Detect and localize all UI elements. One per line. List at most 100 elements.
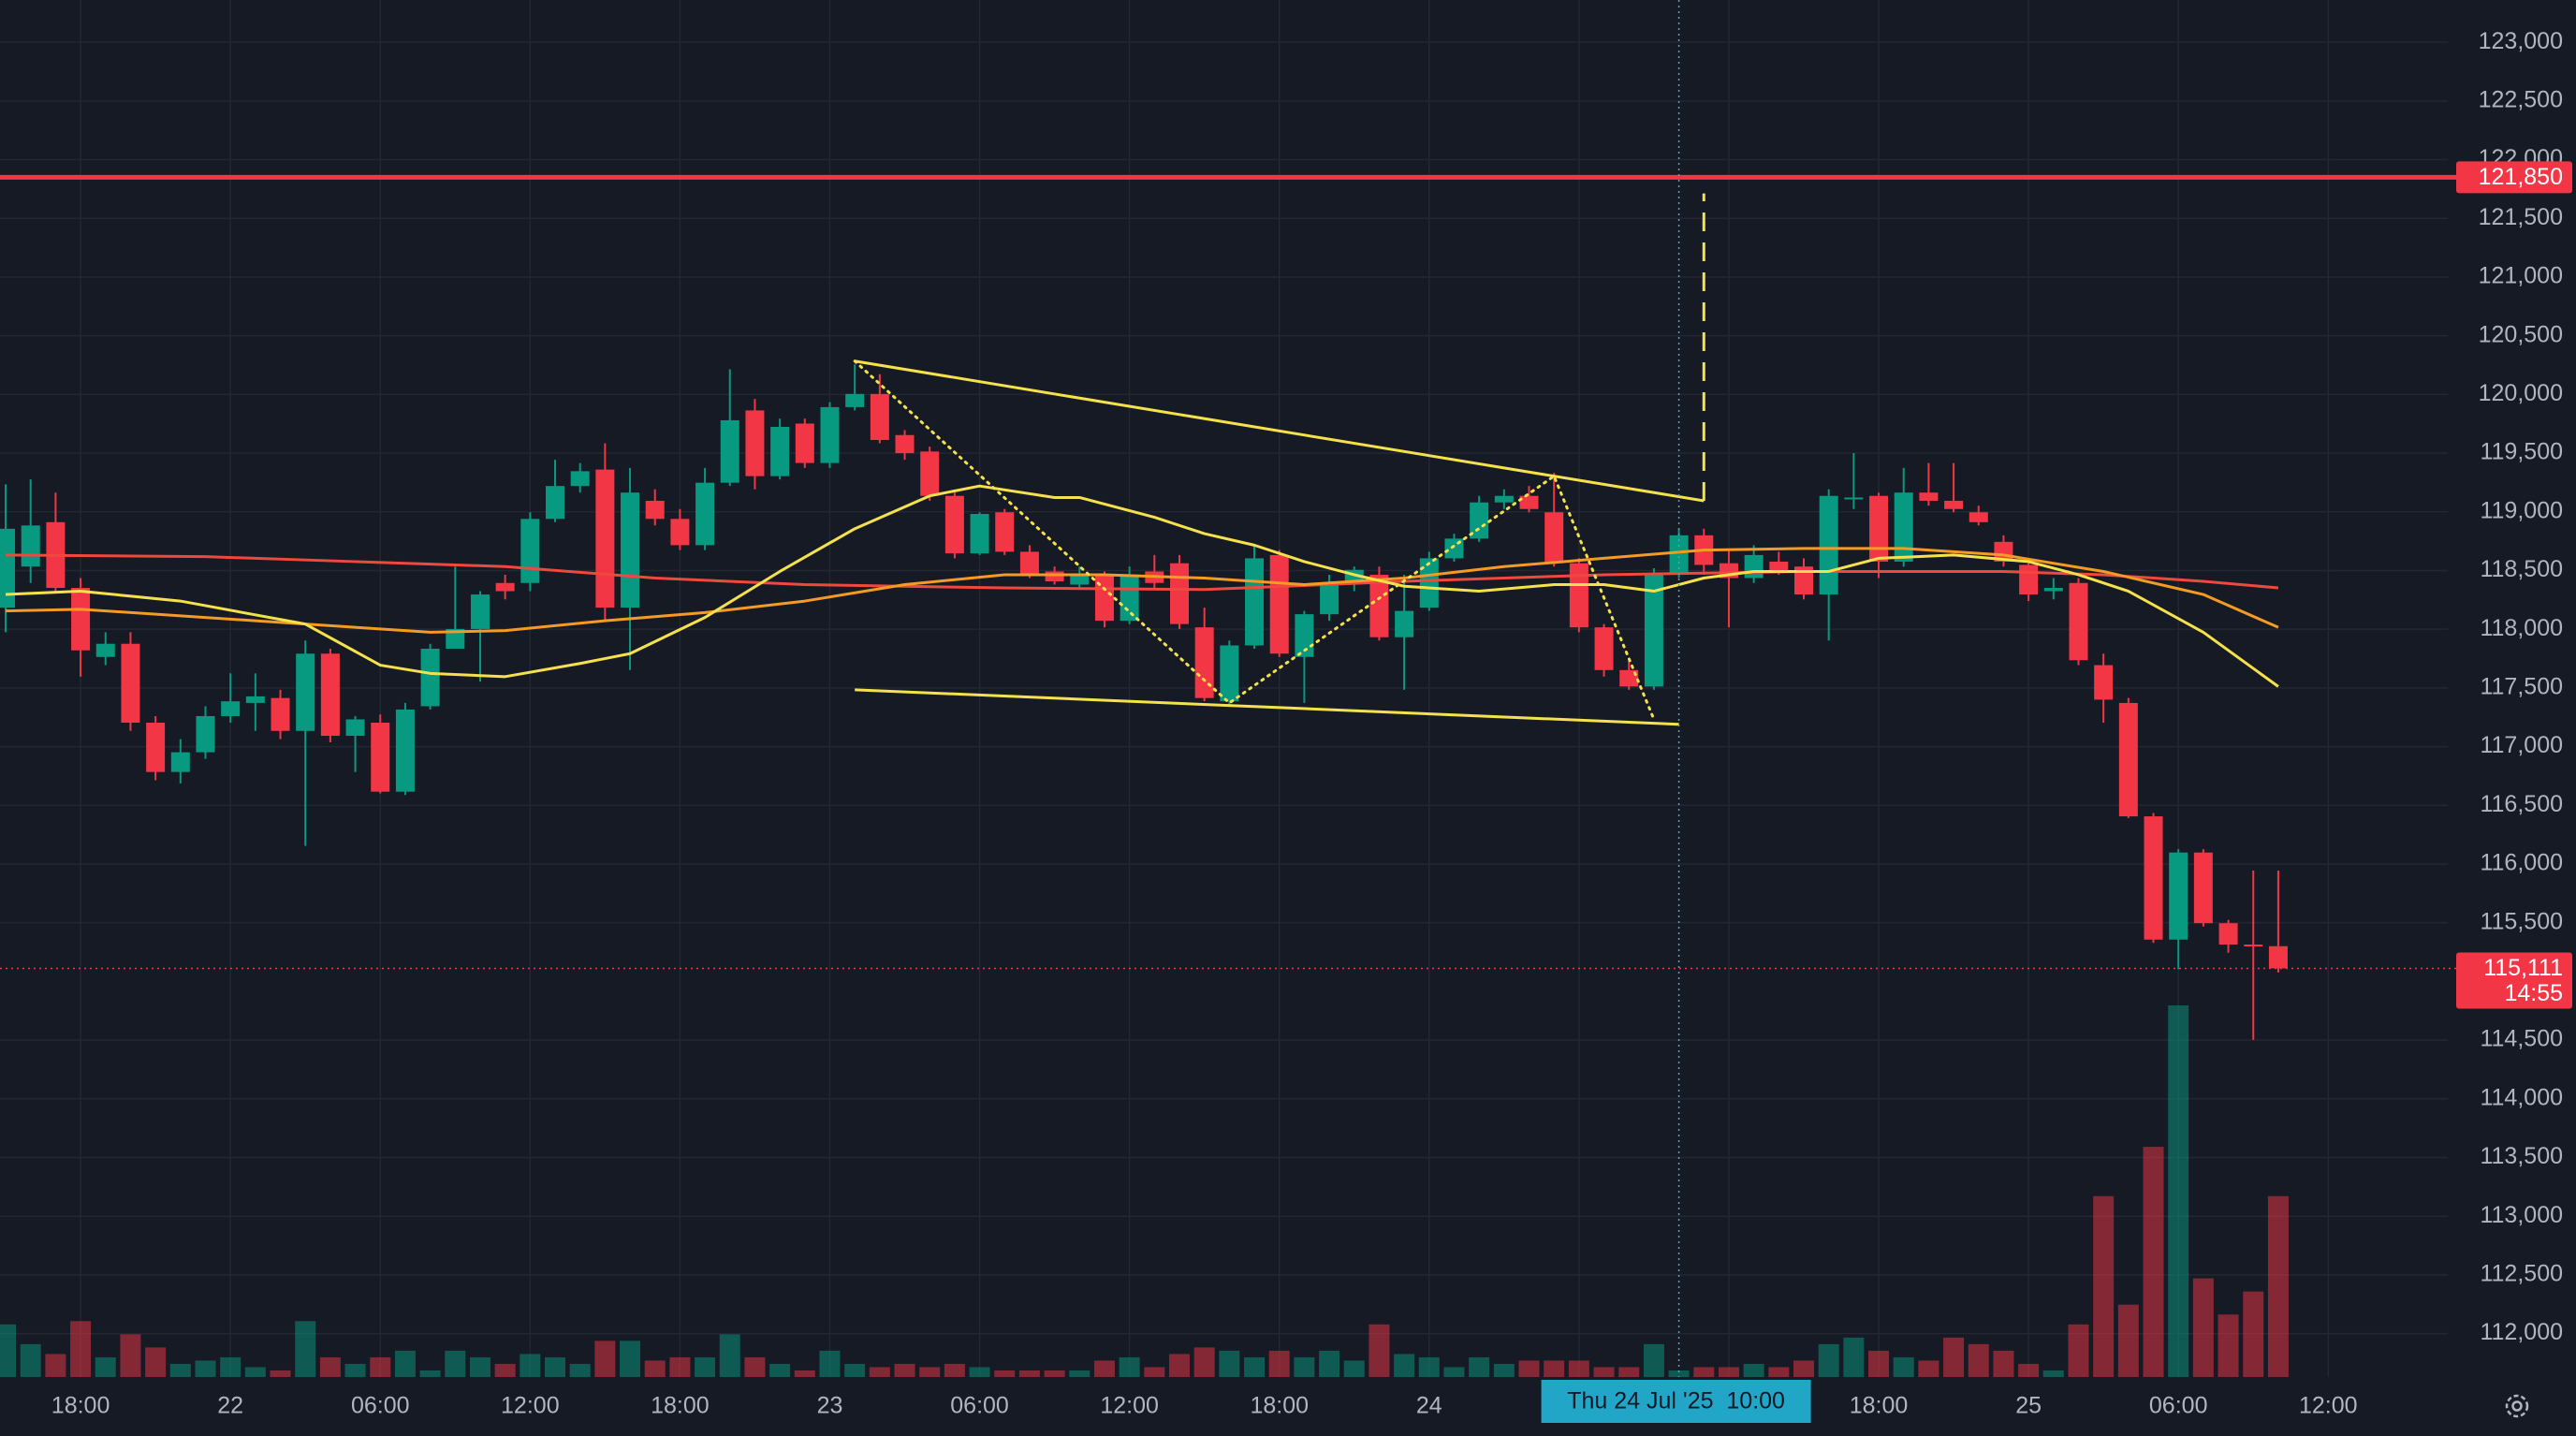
x-tick-label: 18:00 [651, 1393, 710, 1419]
crosshair-label: Thu 24 Jul '25 10:00 [1567, 1388, 1785, 1414]
y-tick-label: 117,500 [2480, 673, 2563, 699]
y-tick-label: 114,000 [2480, 1084, 2563, 1110]
candle-body [944, 495, 964, 554]
x-tick-label: 18:00 [51, 1393, 110, 1419]
settings-icon[interactable] [2505, 1394, 2529, 1418]
candle-body [196, 715, 215, 753]
crosshair-label-box [1541, 1380, 1811, 1423]
candle-body [795, 423, 814, 463]
volume-bar [844, 1363, 866, 1377]
volume-bar [1319, 1350, 1340, 1377]
candle-body [1944, 500, 1964, 509]
candle-body [245, 696, 265, 703]
volume-bar [1169, 1354, 1190, 1377]
volume-bar [669, 1356, 691, 1377]
countdown-label: 14:55 [2504, 980, 2563, 1006]
x-tick-label: 22 [217, 1393, 243, 1419]
volume-bar [1793, 1360, 1814, 1377]
candle-body [320, 653, 340, 737]
candle-body [1395, 610, 1414, 637]
volume-bar [744, 1356, 766, 1377]
y-tick-label: 112,000 [2480, 1319, 2563, 1345]
candle-body [1170, 563, 1189, 624]
volume-bar [894, 1363, 915, 1377]
candle-body [1569, 563, 1588, 628]
x-tick-label: 12:00 [2299, 1393, 2358, 1419]
volume-bar [1993, 1350, 2014, 1377]
candle-body [470, 594, 490, 629]
volume-bar [1568, 1360, 1589, 1377]
candle-body [520, 519, 540, 583]
volume-bar [994, 1370, 1016, 1377]
candle-body [2169, 852, 2188, 940]
candle-body [645, 500, 665, 520]
volume-bar [1593, 1367, 1615, 1377]
volume-bar [319, 1356, 341, 1377]
volume-bar [2042, 1370, 2064, 1377]
candle-body [1544, 512, 1564, 564]
volume-bar [1643, 1343, 1664, 1377]
volume-bar [520, 1354, 541, 1377]
candle-body [1494, 495, 1514, 503]
candle-body [21, 525, 40, 567]
volume-bar [1343, 1360, 1365, 1377]
volume-bar [445, 1350, 466, 1377]
volume-bar [1843, 1337, 1865, 1377]
volume-bar [120, 1334, 141, 1377]
candle-body [770, 426, 790, 476]
volume-bar [1918, 1360, 1939, 1377]
moving-average [6, 547, 2279, 634]
candle-body [1869, 495, 1889, 562]
volume-bar [1718, 1367, 1739, 1377]
volume-bar [295, 1321, 316, 1377]
volume-bar [45, 1354, 66, 1377]
candle-body [1969, 512, 1988, 522]
candle-body [1045, 571, 1064, 582]
candle-body [920, 451, 940, 496]
y-tick-label: 113,000 [2480, 1202, 2563, 1228]
volume-bar [70, 1321, 92, 1377]
volume-bar [370, 1356, 391, 1377]
candle-body [2069, 582, 2088, 661]
candle-body [895, 434, 915, 454]
volume-bar [1893, 1356, 1914, 1377]
level-label-box [2456, 161, 2572, 194]
volume-bar [1219, 1350, 1240, 1377]
volume-bar [545, 1356, 565, 1377]
candle-body [1094, 574, 1114, 622]
volume-bar [2068, 1324, 2089, 1377]
y-tick-label: 113,500 [2480, 1143, 2563, 1169]
volume-bar [20, 1343, 41, 1377]
candle-body [296, 653, 315, 731]
x-tick-label: 12:00 [501, 1393, 560, 1419]
candle-body [1519, 495, 1539, 509]
candle-body [1844, 497, 1864, 500]
volume-bar [644, 1360, 666, 1377]
candle-body [970, 514, 989, 554]
last-price-label: 115,111 [2483, 955, 2563, 981]
volume-bar [1418, 1356, 1440, 1377]
candle-body [1470, 502, 1489, 539]
candle-body [95, 643, 115, 657]
volume-bar [2117, 1304, 2139, 1377]
candle-body [1220, 645, 1239, 702]
candle-body [1769, 561, 1789, 572]
volume-bar [2267, 1195, 2289, 1377]
x-tick-label: 25 [2015, 1393, 2042, 1419]
candle-body [1794, 566, 1813, 595]
volume-bar [1443, 1367, 1465, 1377]
candle-body [2268, 945, 2288, 969]
candle-body [1019, 551, 1039, 575]
candle-body [870, 393, 889, 441]
candle-body [1744, 554, 1764, 579]
candle-body [420, 648, 440, 707]
x-tick-label: 18:00 [1850, 1393, 1909, 1419]
y-tick-label: 121,500 [2479, 204, 2563, 230]
candle-body [695, 482, 715, 546]
y-tick-label: 116,500 [2480, 791, 2563, 817]
volume-bar [494, 1363, 516, 1377]
y-tick-label: 112,500 [2480, 1261, 2563, 1287]
volume-bar [944, 1363, 965, 1377]
grid [0, 0, 2448, 1377]
volume-bar [1044, 1370, 1065, 1377]
